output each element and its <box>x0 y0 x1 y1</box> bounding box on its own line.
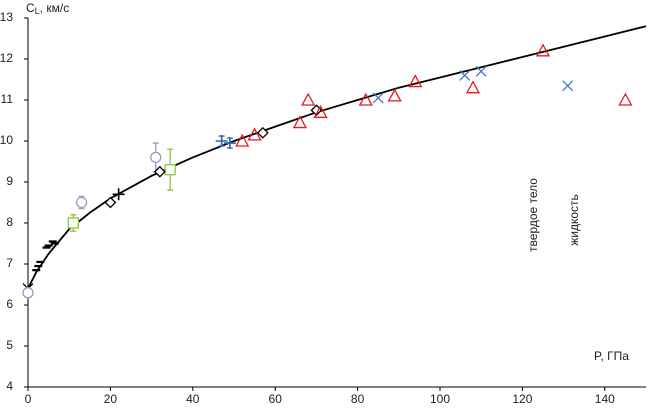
x-tick-label: 140 <box>595 392 615 406</box>
y-label-unit: , км/с <box>40 1 70 15</box>
y-label-subscript: L <box>35 6 40 16</box>
point <box>459 69 471 81</box>
x-tick-label: 120 <box>512 392 532 406</box>
y-tick-label: 10 <box>0 133 13 147</box>
y-tick-label: 7 <box>6 256 13 270</box>
point <box>475 65 487 77</box>
point <box>387 88 402 102</box>
point <box>535 43 551 57</box>
y-tick-label: 8 <box>6 215 13 229</box>
point <box>618 92 633 106</box>
y-tick-label: 5 <box>6 338 13 352</box>
y-tick-label: 6 <box>6 297 13 311</box>
x-tick-label: 0 <box>25 392 32 406</box>
x-tick-label: 60 <box>269 392 283 406</box>
y-tick-label: 12 <box>0 51 13 65</box>
point <box>150 151 162 164</box>
y-axis-label: CL, км/с <box>26 1 69 16</box>
point <box>256 126 269 139</box>
point <box>104 196 117 209</box>
point <box>164 164 176 176</box>
y-label-symbol: C <box>26 1 35 15</box>
point <box>22 287 34 299</box>
point <box>75 196 88 209</box>
annotation: твердое тело <box>526 178 540 252</box>
point <box>215 135 228 147</box>
point <box>247 127 262 141</box>
y-tick-label: 11 <box>1 92 14 106</box>
point <box>358 92 373 106</box>
point <box>372 92 384 104</box>
x-axis-label: P, ГПа <box>594 349 629 363</box>
point <box>292 115 308 129</box>
x-tick-label: 40 <box>186 392 200 406</box>
point <box>223 137 236 150</box>
point <box>313 104 328 118</box>
y-tick-label: 13 <box>0 10 13 24</box>
point <box>112 188 125 201</box>
point <box>301 92 316 106</box>
point <box>562 80 574 92</box>
annotation: жидкость <box>567 194 581 246</box>
point <box>67 217 79 229</box>
point <box>408 74 423 88</box>
x-tick-label: 100 <box>430 392 450 406</box>
x-tick-label: 20 <box>104 392 118 406</box>
y-tick-label: 9 <box>6 174 13 188</box>
fit-curve <box>27 25 647 290</box>
y-tick-label: 4 <box>6 379 13 393</box>
point <box>153 165 166 178</box>
point <box>465 80 481 94</box>
point <box>235 133 250 147</box>
x-tick-label: 80 <box>351 392 365 406</box>
